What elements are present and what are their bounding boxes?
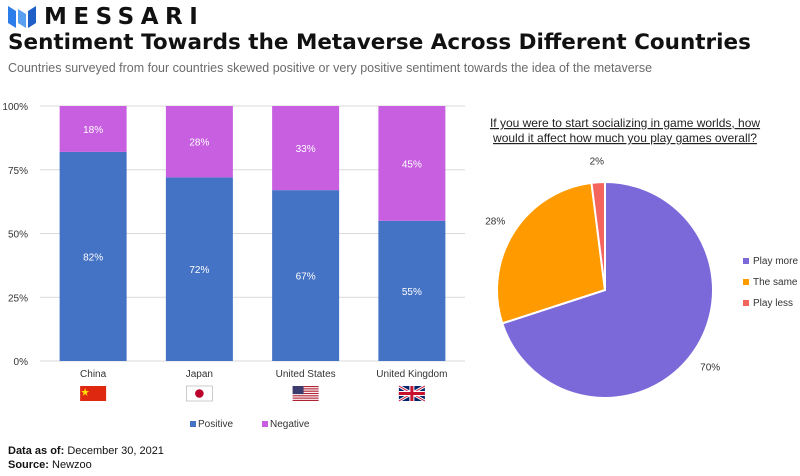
legend-label: Play more <box>753 256 798 267</box>
bar-data-label: 45% <box>402 159 422 170</box>
pie-slice-play-more <box>501 180 714 399</box>
uk-flag-icon <box>398 384 426 403</box>
pie-chart: If you were to start socializing in game… <box>485 116 798 399</box>
data-source-label: Source: <box>8 459 49 471</box>
bar-negative <box>165 106 233 178</box>
pie-data-label: 28% <box>485 216 505 227</box>
bar-data-label: 55% <box>402 287 422 298</box>
y-tick-label: 50% <box>8 230 28 241</box>
legend-label: The same <box>753 277 798 288</box>
data-source-value: Newzoo <box>52 459 92 471</box>
pie-slice-play-less <box>590 180 606 291</box>
y-tick-label: 100% <box>2 102 28 113</box>
bar-positive <box>59 151 127 361</box>
legend-swatch <box>262 421 268 427</box>
page-title: Sentiment Towards the Metaverse Across D… <box>8 30 751 55</box>
pie-data-label: 2% <box>590 156 605 167</box>
legend-swatch <box>190 421 196 427</box>
messari-logo: MESSARI <box>8 4 205 30</box>
legend-swatch <box>743 279 749 285</box>
bar-positive <box>165 177 233 361</box>
stacked-bar-chart: 82% 18% 72% 28% 67% 33% 55% 45% 0% 25% 50% 75% 100%… <box>2 102 465 430</box>
bar-positive <box>378 220 446 361</box>
messari-logo-icon <box>8 6 36 28</box>
bar-data-label: 28% <box>189 138 209 149</box>
bar-data-label: 72% <box>189 265 209 276</box>
y-tick-label: 75% <box>8 166 28 177</box>
bar-data-label: 18% <box>83 125 103 136</box>
bar-negative <box>378 106 446 221</box>
x-tick-label: China <box>80 369 107 380</box>
x-tick-label: United States <box>276 369 336 380</box>
japan-flag-icon <box>186 385 213 402</box>
brand-name: MESSARI <box>44 4 205 30</box>
legend-label: Negative <box>270 419 310 430</box>
y-tick-label: 0% <box>14 357 29 368</box>
bar-negative <box>272 106 340 191</box>
data-date: Data as of: December 30, 2021 <box>8 445 164 457</box>
x-tick-label: United Kingdom <box>376 369 447 380</box>
pie-title-line: would it affect how much you play games … <box>492 131 757 145</box>
china-flag-icon <box>80 386 107 401</box>
legend-swatch <box>743 258 749 264</box>
data-date-label: Data as of: <box>8 445 65 457</box>
x-tick-label: Japan <box>186 369 213 380</box>
page-subtitle: Countries surveyed from four countries s… <box>8 61 653 75</box>
us-flag-icon <box>292 386 319 401</box>
legend-swatch <box>743 300 749 306</box>
legend-label: Positive <box>198 419 233 430</box>
bar-data-label: 82% <box>83 252 103 263</box>
y-tick-label: 25% <box>8 293 28 304</box>
bar-data-label: 33% <box>296 144 316 155</box>
bar-data-label: 67% <box>296 272 316 283</box>
bar-positive <box>272 190 340 361</box>
pie-slice-the-same <box>496 181 607 325</box>
bar-negative <box>59 106 127 152</box>
legend-label: Play less <box>753 298 793 309</box>
pie-data-label: 70% <box>700 362 720 373</box>
data-date-value: December 30, 2021 <box>67 445 164 457</box>
data-source: Source: Newzoo <box>8 459 92 471</box>
pie-title-line: If you were to start socializing in game… <box>490 116 760 130</box>
